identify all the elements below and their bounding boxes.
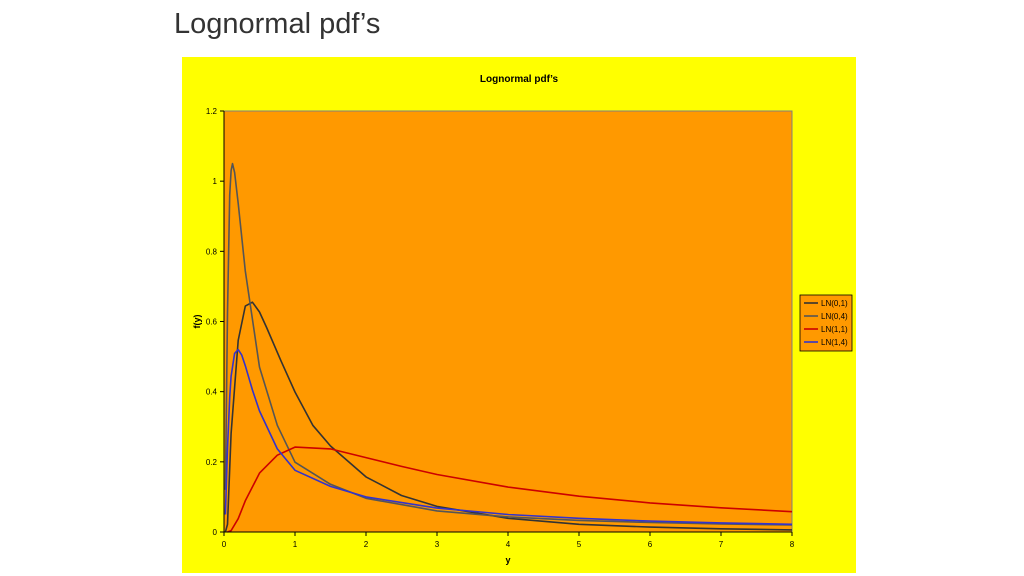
x-tick-label: 3 (435, 540, 440, 549)
y-tick-label: 0.2 (206, 458, 218, 467)
y-tick-label: 0.4 (206, 388, 218, 397)
x-tick-label: 0 (222, 540, 227, 549)
x-axis-ticks: 0 1 2 3 4 5 6 7 8 (222, 532, 795, 549)
y-tick-label: 0 (213, 528, 218, 537)
legend: LN(0,1) LN(0,4) LN(1,1) LN(1,4) (799, 294, 853, 352)
y-axis-ticks: 0 0.2 0.4 0.6 0.8 1 1.2 (206, 107, 224, 537)
series-line-3 (227, 446, 793, 533)
legend-label: LN(0,1) (821, 299, 848, 308)
y-tick-label: 1 (213, 177, 218, 186)
chart-area: Lognormal pdf’s 0 0.2 0.4 0.6 0.8 1 1.2 0 1 2 3 4 5… (182, 57, 856, 573)
legend-label: LN(1,4) (821, 338, 848, 347)
x-tick-label: 6 (648, 540, 653, 549)
plot-area (223, 110, 793, 533)
x-tick-label: 8 (790, 540, 795, 549)
lognormal-chart: Lognormal pdf’s 0 0.2 0.4 0.6 0.8 1 1.2 0 1 2 3 4 5… (192, 74, 853, 565)
x-tick-label: 5 (577, 540, 582, 549)
chart-title: Lognormal pdf’s (480, 74, 559, 85)
x-tick-label: 4 (506, 540, 511, 549)
y-axis-label: f(y) (192, 315, 202, 329)
y-tick-label: 0.6 (206, 318, 218, 327)
series-lines (224, 162, 793, 533)
x-tick-label: 2 (364, 540, 369, 549)
x-axis-label: y (505, 555, 510, 565)
slide-title: Lognormal pdf’s (174, 8, 381, 40)
series-line-4 (224, 348, 793, 526)
legend-label: LN(1,1) (821, 325, 848, 334)
x-tick-label: 7 (719, 540, 724, 549)
legend-label: LN(0,4) (821, 312, 848, 321)
y-tick-label: 1.2 (206, 107, 218, 116)
x-tick-label: 1 (293, 540, 298, 549)
y-tick-label: 0.8 (206, 247, 218, 256)
series-line-2 (224, 162, 793, 526)
series-line-1 (224, 301, 793, 533)
